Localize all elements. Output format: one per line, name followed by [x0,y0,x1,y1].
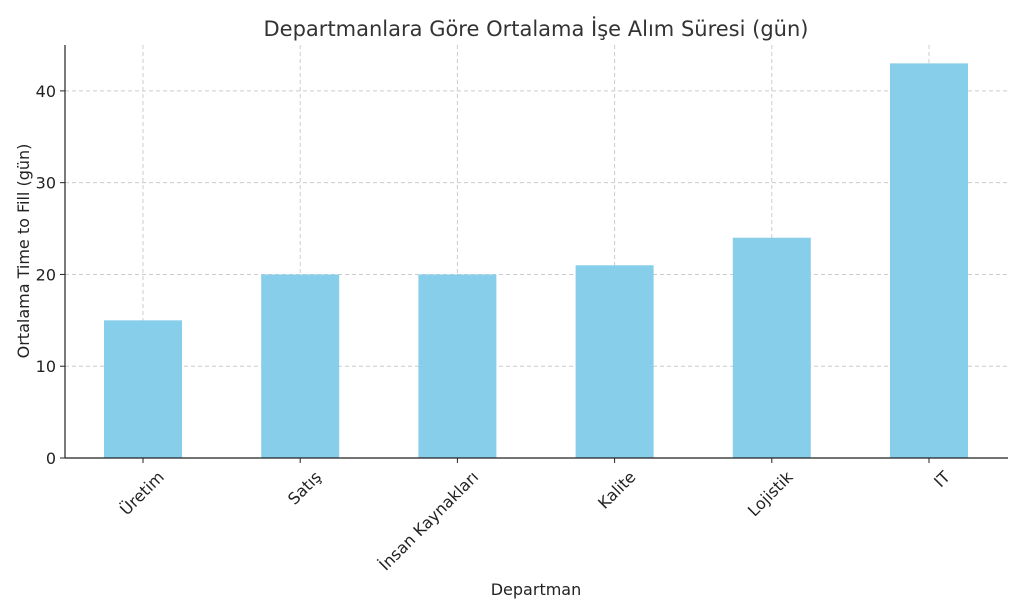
bar [418,274,497,458]
x-tick-label: IT [930,467,954,491]
bars [104,63,968,458]
bar [890,63,968,458]
y-tick-label: 20 [36,265,56,284]
x-tick-label: Satış [284,467,325,508]
x-tick-label: Üretim [116,467,168,519]
bar [261,274,340,458]
x-tick-label: Kalite [594,467,639,512]
grid [65,45,1008,459]
x-tick-label: İnsan Kaynakları [375,467,482,574]
y-axis-label: Ortalama Time to Fill (gün) [14,144,33,359]
axes [64,45,1008,459]
bar [575,265,654,458]
x-tick-label: Lojistik [744,467,797,520]
y-tick-label: 10 [36,357,56,376]
x-axis-label: Departman [491,580,582,599]
y-tick-label: 40 [36,82,56,101]
y-tick-label: 30 [36,174,56,193]
chart-title: Departmanlara Göre Ortalama İşe Alım Sür… [264,16,809,41]
bar [104,320,182,458]
y-ticks: 0 10 20 30 40 [36,82,65,468]
y-tick-label: 0 [46,449,56,468]
x-ticks: Üretim Satış İnsan Kaynakları Kalite Lojisti… [116,458,954,574]
bar [732,237,811,458]
